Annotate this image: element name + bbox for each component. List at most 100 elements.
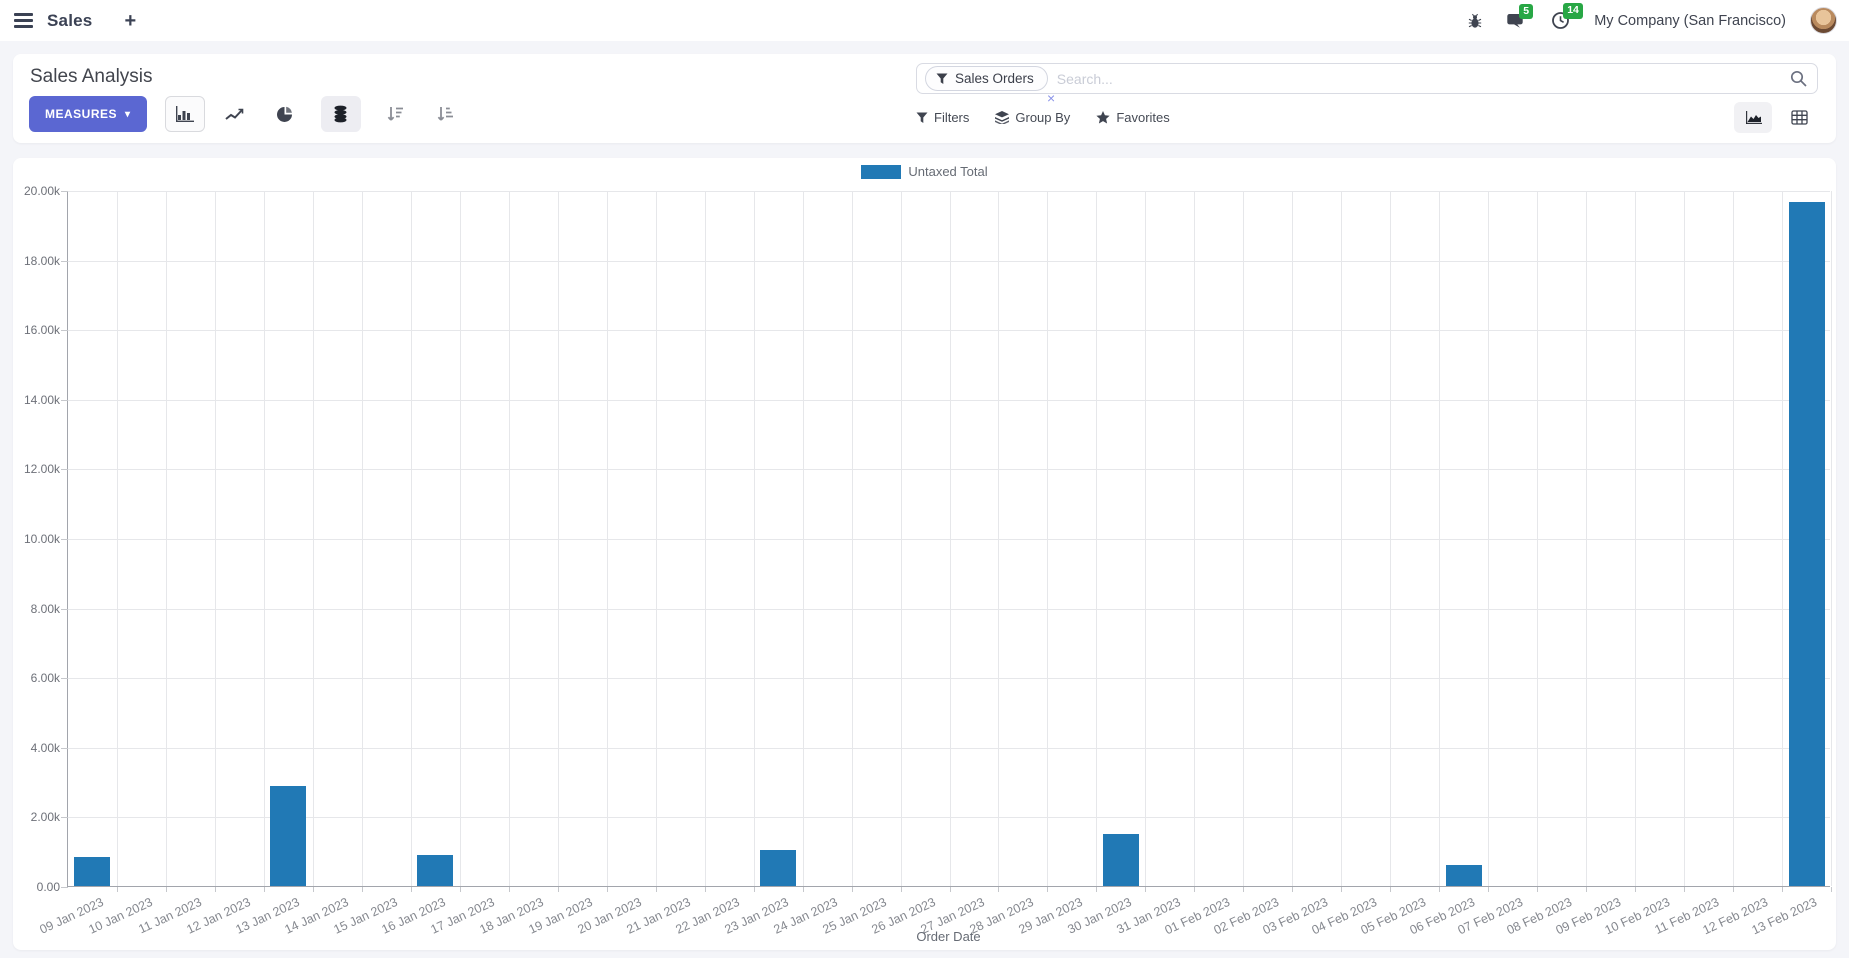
group-by-label: Group By xyxy=(1015,110,1071,125)
y-tick-mark xyxy=(61,608,68,610)
bar-chart-icon[interactable] xyxy=(164,96,205,132)
graph-view: Untaxed Total 0.00 2.00k 4.00k 6.00k 8.00k 10… xyxy=(13,158,1836,950)
bar-23-jan-2023[interactable] xyxy=(760,849,797,886)
h-gridline xyxy=(68,678,1830,680)
v-gridline xyxy=(165,191,167,886)
sort-desc-icon[interactable] xyxy=(375,96,415,132)
legend-swatch xyxy=(861,164,902,179)
x-tick-mark xyxy=(508,887,510,892)
line-chart-icon[interactable] xyxy=(215,96,255,132)
control-panel: Sales Analysis MEASURES ▾ xyxy=(13,54,1836,143)
measures-button[interactable]: MEASURES ▾ xyxy=(29,96,147,132)
group-by-button[interactable]: Group By xyxy=(995,110,1070,125)
h-gridline xyxy=(68,260,1830,262)
search-input[interactable] xyxy=(1056,70,1790,87)
graph-view-icon[interactable] xyxy=(1734,102,1772,133)
x-tick-mark xyxy=(116,887,118,892)
v-gridline xyxy=(1586,191,1588,886)
bar-13-feb-2023[interactable] xyxy=(1788,202,1825,886)
bar-09-jan-2023[interactable] xyxy=(74,857,111,886)
bar-06-feb-2023[interactable] xyxy=(1445,865,1482,886)
x-tick-mark xyxy=(1341,887,1343,892)
apps-menu-icon[interactable] xyxy=(14,13,33,28)
x-axis-title: Order Date xyxy=(916,929,981,944)
debug-bug-icon[interactable] xyxy=(1467,13,1483,29)
x-tick-mark xyxy=(1831,887,1832,892)
filter-funnel-icon xyxy=(916,112,928,123)
pivot-view-icon[interactable] xyxy=(1780,102,1818,133)
v-gridline xyxy=(1145,191,1147,886)
v-gridline xyxy=(557,191,559,886)
bar-16-jan-2023[interactable] xyxy=(417,854,454,886)
y-tick-mark xyxy=(61,191,68,192)
legend-item-untaxed-total[interactable]: Untaxed Total xyxy=(13,164,1836,179)
x-tick-mark xyxy=(1488,887,1490,892)
filters-button[interactable]: Filters xyxy=(916,110,969,125)
sort-asc-icon[interactable] xyxy=(425,96,465,132)
x-tick-mark xyxy=(165,887,167,892)
messages-icon[interactable]: 5 xyxy=(1507,3,1534,30)
v-gridline xyxy=(1096,191,1098,886)
v-gridline xyxy=(312,191,314,886)
y-tick-label: 2.00k xyxy=(30,810,60,825)
company-switcher[interactable]: My Company (San Francisco) xyxy=(1594,12,1786,29)
v-gridline xyxy=(704,191,706,886)
pie-chart-icon[interactable] xyxy=(265,96,305,132)
x-tick-mark xyxy=(1537,887,1539,892)
v-gridline xyxy=(1733,191,1735,886)
v-gridline xyxy=(459,191,461,886)
v-gridline xyxy=(1047,191,1049,886)
x-tick-mark xyxy=(1243,887,1245,892)
star-icon xyxy=(1096,111,1110,124)
v-gridline xyxy=(753,191,755,886)
bar-30-jan-2023[interactable] xyxy=(1102,834,1139,886)
legend-label: Untaxed Total xyxy=(908,164,988,179)
y-tick-mark xyxy=(61,260,68,262)
filters-label: Filters xyxy=(934,110,970,125)
new-tab-plus-icon[interactable]: + xyxy=(124,9,137,32)
v-gridline xyxy=(1390,191,1392,886)
facet-remove-icon[interactable]: × xyxy=(1047,90,1056,106)
h-gridline xyxy=(68,399,1830,401)
y-tick-label: 8.00k xyxy=(30,601,60,616)
y-tick-mark xyxy=(61,469,68,471)
v-gridline xyxy=(851,191,853,886)
x-tick-mark xyxy=(361,887,363,892)
x-tick-mark xyxy=(753,887,755,892)
x-tick-mark xyxy=(214,887,216,892)
y-tick-label: 20.00k xyxy=(23,184,60,198)
v-gridline xyxy=(1292,191,1294,886)
v-gridline xyxy=(998,191,1000,886)
search-bar[interactable]: Sales Orders × xyxy=(916,63,1818,105)
v-gridline xyxy=(1341,191,1343,886)
x-tick-mark xyxy=(704,887,706,892)
stacked-icon[interactable] xyxy=(320,96,361,132)
y-tick-mark xyxy=(61,399,68,401)
h-gridline xyxy=(68,191,1830,192)
chevron-down-icon: ▾ xyxy=(125,108,131,120)
x-tick-mark xyxy=(802,887,804,892)
bar-13-jan-2023[interactable] xyxy=(270,786,307,886)
favorites-label: Favorites xyxy=(1116,110,1170,125)
y-tick-label: 6.00k xyxy=(30,671,60,686)
v-gridline xyxy=(1635,191,1637,886)
user-avatar[interactable] xyxy=(1810,7,1837,34)
y-tick-label: 12.00k xyxy=(23,462,60,477)
v-gridline xyxy=(214,191,216,886)
y-tick-mark xyxy=(61,678,68,680)
v-gridline xyxy=(361,191,363,886)
v-gridline xyxy=(1831,191,1832,886)
activities-clock-icon[interactable]: 14 xyxy=(1551,3,1583,30)
facet-label: Sales Orders xyxy=(955,71,1034,86)
favorites-button[interactable]: Favorites xyxy=(1096,110,1170,125)
h-gridline xyxy=(68,469,1830,471)
search-icon[interactable] xyxy=(1790,70,1807,87)
x-tick-mark xyxy=(655,887,657,892)
search-facet-sales-orders[interactable]: Sales Orders xyxy=(925,66,1048,91)
x-tick-mark xyxy=(1047,887,1049,892)
v-gridline xyxy=(1488,191,1490,886)
app-name[interactable]: Sales xyxy=(47,10,93,30)
v-gridline xyxy=(1782,191,1784,886)
h-gridline xyxy=(68,539,1830,540)
x-tick-mark xyxy=(900,887,902,892)
